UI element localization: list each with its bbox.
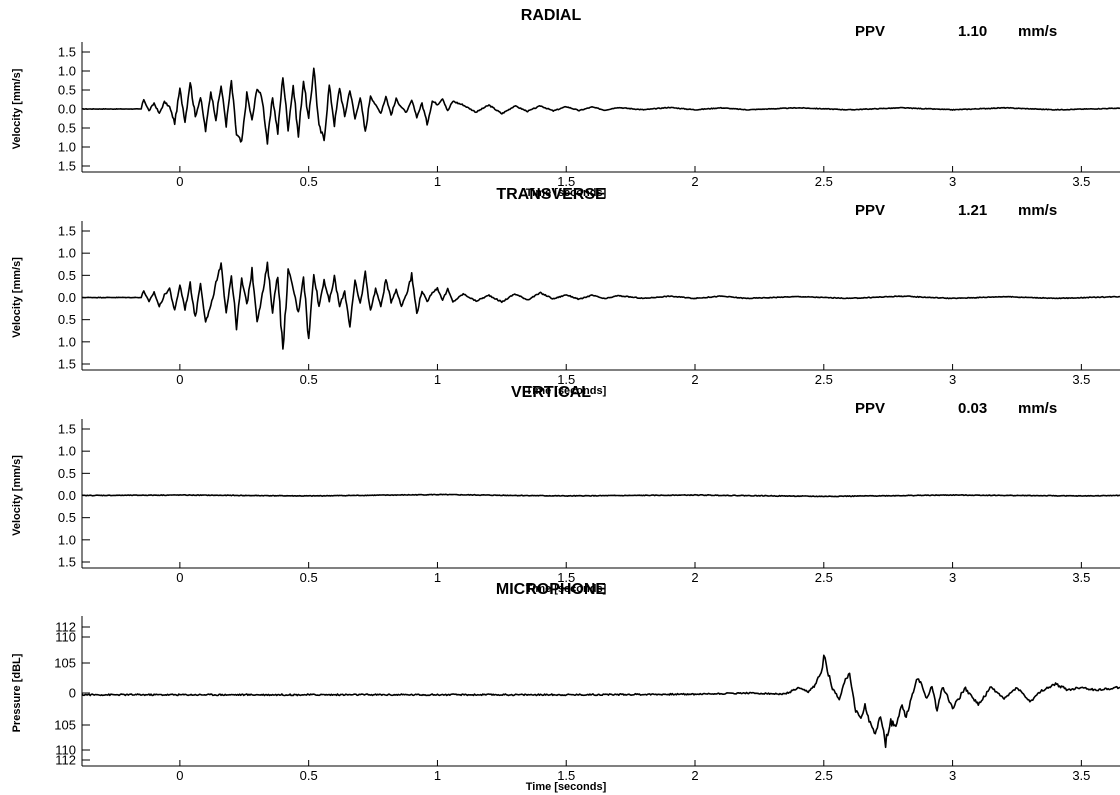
- x-tick-label: 3.5: [1072, 372, 1090, 387]
- y-tick-label: 1.5: [58, 422, 76, 437]
- x-tick-label: 0.5: [300, 768, 318, 783]
- x-tick-label: 0: [176, 174, 183, 189]
- x-tick-label: 2: [691, 174, 698, 189]
- plot-panel-transverse: TRANSVERSE PPV 1.21 mm/s 1.5 1.0 0.5 0.0 0.5 1.0 1…: [11, 186, 1120, 397]
- ppv-unit: mm/s: [1018, 202, 1057, 219]
- y-tick-label: 0: [69, 686, 76, 701]
- y-tick-label: 105: [54, 656, 76, 671]
- y-tick-label: 0.5: [58, 510, 76, 525]
- plot-panel-vertical: VERTICAL PPV 0.03 mm/s 1.5 1.0 0.5 0.0 0.5 1.0 1.5…: [11, 384, 1120, 595]
- plot-title: VERTICAL: [511, 384, 591, 401]
- y-tick-label: 1.5: [58, 224, 76, 239]
- x-tick-label: 1.5: [557, 570, 575, 585]
- y-tick-label: 1.0: [58, 532, 76, 547]
- y-tick-label: 1.5: [58, 45, 76, 60]
- x-tick-label: 1: [434, 372, 441, 387]
- x-axis-label: Time [seconds]: [526, 781, 607, 793]
- y-tick-label: 1.0: [58, 444, 76, 459]
- x-tick-label: 1: [434, 570, 441, 585]
- x-axis-label: Time [seconds]: [526, 385, 607, 397]
- x-tick-label: 1.5: [557, 372, 575, 387]
- x-tick-label: 2: [691, 570, 698, 585]
- x-tick-label: 0.5: [300, 174, 318, 189]
- y-tick-label: 1.5: [58, 159, 76, 174]
- x-tick-label: 3.5: [1072, 768, 1090, 783]
- x-tick-label: 3: [949, 174, 956, 189]
- y-tick-label: 1.0: [58, 334, 76, 349]
- ppv-value: 1.21: [958, 202, 987, 219]
- y-tick-label: 0.5: [58, 466, 76, 481]
- y-tick-label: 1.5: [58, 357, 76, 372]
- y-tick-label: 112: [55, 620, 76, 635]
- x-tick-label: 0: [176, 768, 183, 783]
- ppv-value: 0.03: [958, 400, 987, 417]
- trace-transverse: [81, 261, 1120, 350]
- x-tick-label: 1.5: [557, 174, 575, 189]
- plot-title: MICROPHONE: [496, 581, 607, 598]
- y-axis-label: Velocity [mm/s]: [11, 455, 23, 536]
- ppv-label: PPV: [855, 202, 885, 219]
- ppv-value: 1.10: [958, 23, 987, 40]
- y-tick-label: 0.5: [58, 268, 76, 283]
- x-tick-label: 1.5: [557, 768, 575, 783]
- ppv-label: PPV: [855, 23, 885, 40]
- trace-radial: [82, 67, 1120, 145]
- y-tick-label: 1.0: [58, 246, 76, 261]
- ppv-label: PPV: [855, 400, 885, 417]
- ppv-unit: mm/s: [1018, 23, 1057, 40]
- y-axis-label: Velocity [mm/s]: [11, 68, 23, 149]
- plot-panel-radial: RADIAL PPV 1.10 mm/s 1.5 1.0 0.5 0.0 0.5 1.0 1.5 0 0…: [11, 7, 1120, 199]
- y-tick-label: 112: [55, 753, 76, 768]
- x-tick-label: 2.5: [815, 174, 833, 189]
- x-tick-label: 2.5: [815, 768, 833, 783]
- x-tick-label: 0.5: [300, 570, 318, 585]
- trace-vertical: [81, 493, 1120, 498]
- y-tick-label: 0.5: [58, 121, 76, 136]
- x-tick-label: 3: [949, 570, 956, 585]
- x-tick-label: 0: [176, 570, 183, 585]
- y-tick-label: 0.0: [58, 290, 76, 305]
- x-tick-label: 0.5: [300, 372, 318, 387]
- x-tick-label: 3.5: [1072, 174, 1090, 189]
- y-tick-label: 105: [54, 718, 76, 733]
- y-tick-label: 1.5: [58, 555, 76, 570]
- y-tick-label: 1.0: [58, 140, 76, 155]
- x-tick-label: 2.5: [815, 372, 833, 387]
- x-tick-label: 2.5: [815, 570, 833, 585]
- x-tick-label: 3.5: [1072, 570, 1090, 585]
- ppv-unit: mm/s: [1018, 400, 1057, 417]
- y-axis-label: Velocity [mm/s]: [11, 257, 23, 338]
- x-axis-label: Time [seconds]: [526, 583, 607, 595]
- y-tick-label: 0.0: [58, 102, 76, 117]
- x-axis-label: Time [seconds]: [526, 187, 607, 199]
- trace-microphone: [81, 654, 1120, 749]
- y-tick-label: 0.5: [58, 83, 76, 98]
- y-tick-label: 110: [55, 743, 76, 758]
- plot-title: TRANSVERSE: [496, 186, 606, 203]
- x-tick-label: 0: [176, 372, 183, 387]
- x-tick-label: 3: [949, 372, 956, 387]
- y-axis-label: Pressure [dBL]: [11, 653, 23, 732]
- plot-title: RADIAL: [521, 7, 582, 24]
- x-tick-label: 2: [691, 768, 698, 783]
- x-tick-label: 3: [949, 768, 956, 783]
- y-tick-label: 1.0: [58, 64, 76, 79]
- x-tick-label: 1: [434, 768, 441, 783]
- x-tick-label: 2: [691, 372, 698, 387]
- y-tick-label: 110: [55, 630, 76, 645]
- x-tick-label: 1: [434, 174, 441, 189]
- y-tick-label: 0.0: [58, 488, 76, 503]
- y-tick-label: 0.5: [58, 312, 76, 327]
